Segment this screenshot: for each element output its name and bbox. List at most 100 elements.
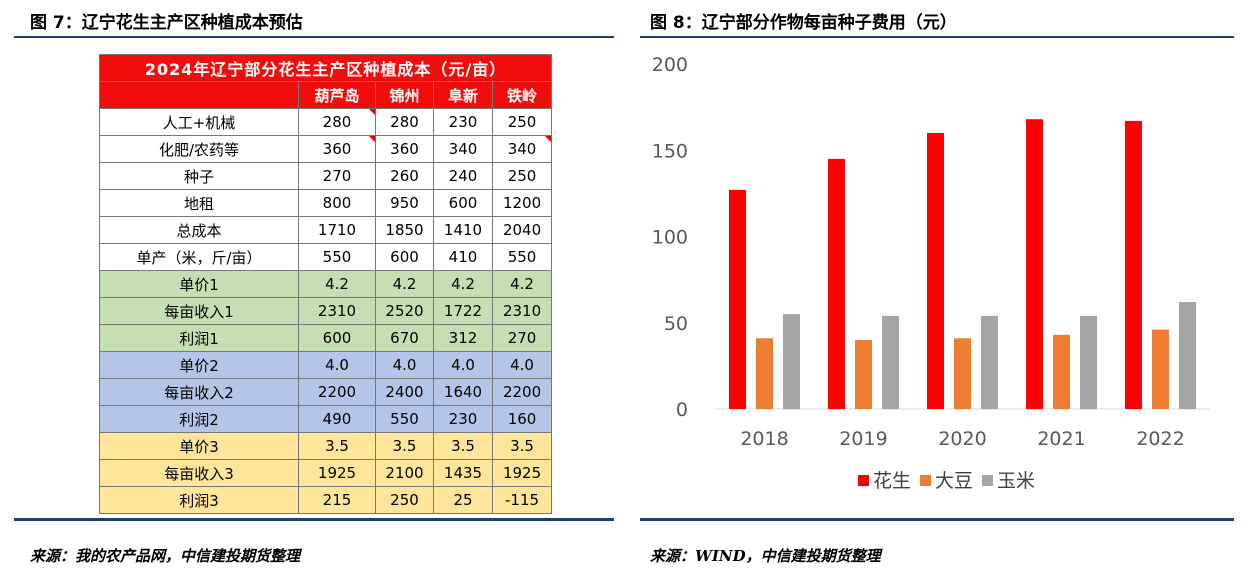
- legend-label: 大豆: [935, 470, 973, 492]
- x-tick-label: 2022: [1136, 428, 1184, 450]
- y-tick-label: 50: [664, 313, 688, 335]
- table-cell: -115: [491, 486, 553, 514]
- bar-玉米-2018: [783, 314, 800, 409]
- table-cell: 1850: [375, 216, 434, 244]
- table-cell: 4.0: [491, 351, 553, 379]
- left-title-rule: [14, 36, 614, 38]
- table-cell: 250: [375, 486, 434, 514]
- table-cell: 4.2: [433, 270, 493, 298]
- row-label: 利润3: [99, 486, 299, 514]
- column-header: 葫芦岛: [298, 81, 376, 109]
- table-cell: 280: [298, 108, 376, 136]
- table-cell: 250: [491, 108, 553, 136]
- legend-swatch: [858, 475, 869, 486]
- table-header-blank: [99, 81, 299, 109]
- seed-cost-chart: 0 50 100 150 200 2018 2019 2020 2021 2022 花生 大豆 玉米: [652, 54, 1210, 492]
- bar-花生-2020: [927, 133, 944, 409]
- table-row: 种子 270 260 240 250: [99, 162, 553, 190]
- table-cell: 3.5: [298, 432, 376, 460]
- right-source: 来源：WIND，中信建投期货整理: [650, 547, 881, 565]
- bar-花生-2022: [1125, 120, 1142, 410]
- table-cell: 550: [491, 243, 553, 271]
- row-label: 每亩收入1: [99, 297, 299, 325]
- table-row: 利润1 600 670 312 270: [99, 324, 553, 352]
- table-cell: 1925: [298, 459, 376, 487]
- table-cell: 2310: [298, 297, 376, 325]
- table-cell: 600: [298, 324, 376, 352]
- table-cell: 270: [298, 162, 376, 190]
- left-bottom-rule: [14, 518, 614, 521]
- table-cell: 270: [491, 324, 553, 352]
- table-row: 每亩收入1 2310 2520 1722 2310: [99, 297, 553, 325]
- table-cell: 600: [433, 189, 493, 217]
- table-cell: 3.5: [375, 432, 434, 460]
- table-row: 单价2 4.0 4.0 4.0 4.0: [99, 351, 553, 379]
- table-cell: 1200: [491, 189, 553, 217]
- table-row: 地租 800 950 600 1200: [99, 189, 553, 217]
- table-cell: 2040: [491, 216, 553, 244]
- table-cell: 2520: [375, 297, 434, 325]
- table-cell: 1640: [433, 378, 493, 406]
- row-label: 单价2: [99, 351, 299, 379]
- bar-花生-2018: [729, 189, 746, 409]
- table-cell: 250: [491, 162, 553, 190]
- y-tick-label: 200: [652, 54, 688, 76]
- table-cell: 360: [375, 135, 434, 163]
- table-cell: 240: [433, 162, 493, 190]
- table-row: 利润2 490 550 230 160: [99, 405, 553, 433]
- table-cell: 1722: [433, 297, 493, 325]
- table-row: 化肥/农药等 360 360 340 340: [99, 135, 553, 163]
- table-cell: 1435: [433, 459, 493, 487]
- table-cell: 4.0: [298, 351, 376, 379]
- table-cell: 490: [298, 405, 376, 433]
- bar-大豆-2020: [954, 338, 971, 409]
- row-label: 单价1: [99, 270, 299, 298]
- right-title-rule: [640, 36, 1234, 38]
- table-row: 每亩收入2 2200 2400 1640 2200: [99, 378, 553, 406]
- table-cell: 4.2: [375, 270, 434, 298]
- row-label: 每亩收入2: [99, 378, 299, 406]
- left-source: 来源：我的农产品网，中信建投期货整理: [30, 547, 301, 565]
- table-cell: 340: [491, 135, 553, 163]
- bar-大豆-2019: [855, 340, 872, 409]
- bar-玉米-2022: [1179, 302, 1196, 409]
- table-row: 单价1 4.2 4.2 4.2 4.2: [99, 270, 553, 298]
- left-figure-title: 图 7：辽宁花生主产区种植成本预估: [30, 13, 303, 33]
- table-title: 2024年辽宁部分花生主产区种植成本（元/亩）: [98, 54, 553, 82]
- table-cell: 1925: [491, 459, 553, 487]
- table-cell: 230: [433, 405, 493, 433]
- table-cell: 2100: [375, 459, 434, 487]
- table-row: 人工+机械 280 280 230 250: [99, 108, 553, 136]
- legend-swatch: [982, 475, 993, 486]
- table-cell: 2310: [491, 297, 553, 325]
- x-tick-label: 2018: [740, 428, 788, 450]
- right-bottom-rule: [640, 518, 1234, 521]
- table-cell: 215: [298, 486, 376, 514]
- cost-table: 2024年辽宁部分花生主产区种植成本（元/亩） 葫芦岛 锦州 阜新 铁岭 人工+…: [98, 54, 553, 514]
- table-cell: 260: [375, 162, 434, 190]
- table-cell: 340: [433, 135, 493, 163]
- row-label: 利润2: [99, 405, 299, 433]
- row-label: 单价3: [99, 432, 299, 460]
- column-header: 锦州: [375, 81, 434, 109]
- table-cell: 2400: [375, 378, 434, 406]
- table-cell: 2200: [491, 378, 553, 406]
- table-header-row: 葫芦岛 锦州 阜新 铁岭: [99, 81, 553, 109]
- y-tick-label: 150: [652, 140, 688, 162]
- table-row: 总成本 1710 1850 1410 2040: [99, 216, 553, 244]
- table-cell: 550: [375, 405, 434, 433]
- table-cell: 2200: [298, 378, 376, 406]
- table-cell: 312: [433, 324, 493, 352]
- table-cell: 4.0: [433, 351, 493, 379]
- bar-花生-2019: [828, 158, 845, 409]
- column-header: 铁岭: [491, 81, 553, 109]
- table-row: 每亩收入3 1925 2100 1435 1925: [99, 459, 553, 487]
- right-figure-title: 图 8：辽宁部分作物每亩种子费用（元）: [650, 13, 957, 33]
- column-header: 阜新: [433, 81, 493, 109]
- row-label: 利润1: [99, 324, 299, 352]
- table-cell: 3.5: [491, 432, 553, 460]
- table-row: 单产（米，斤/亩） 550 600 410 550: [99, 243, 553, 271]
- row-label: 总成本: [99, 216, 299, 244]
- legend-swatch: [920, 475, 931, 486]
- row-label: 人工+机械: [99, 108, 299, 136]
